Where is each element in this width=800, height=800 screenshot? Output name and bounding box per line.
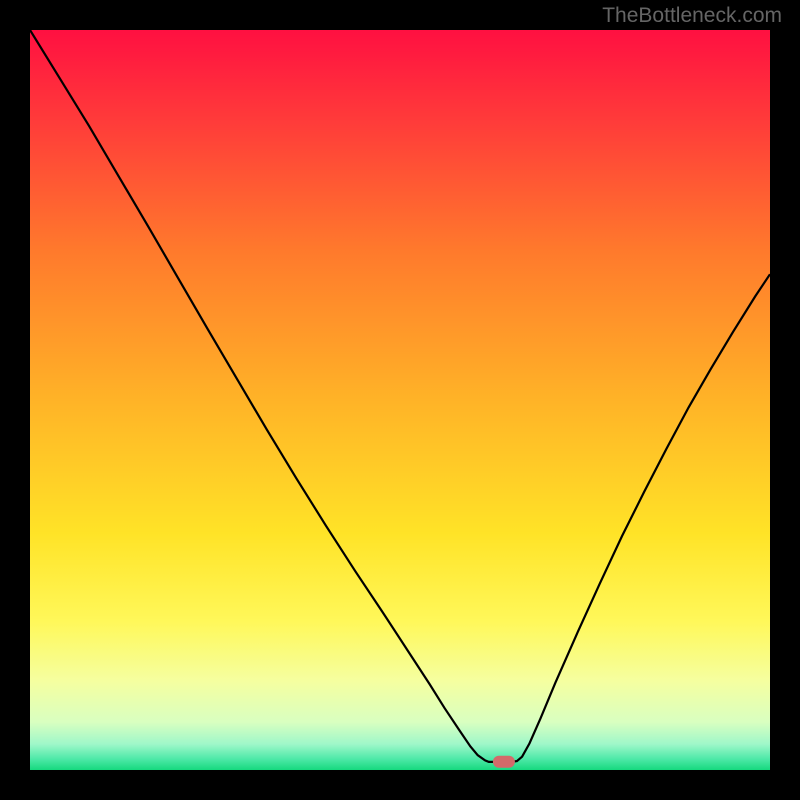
plot-area [30, 30, 770, 770]
optimum-marker [493, 756, 515, 769]
watermark-text: TheBottleneck.com [602, 4, 782, 28]
bottleneck-curve [30, 30, 770, 770]
